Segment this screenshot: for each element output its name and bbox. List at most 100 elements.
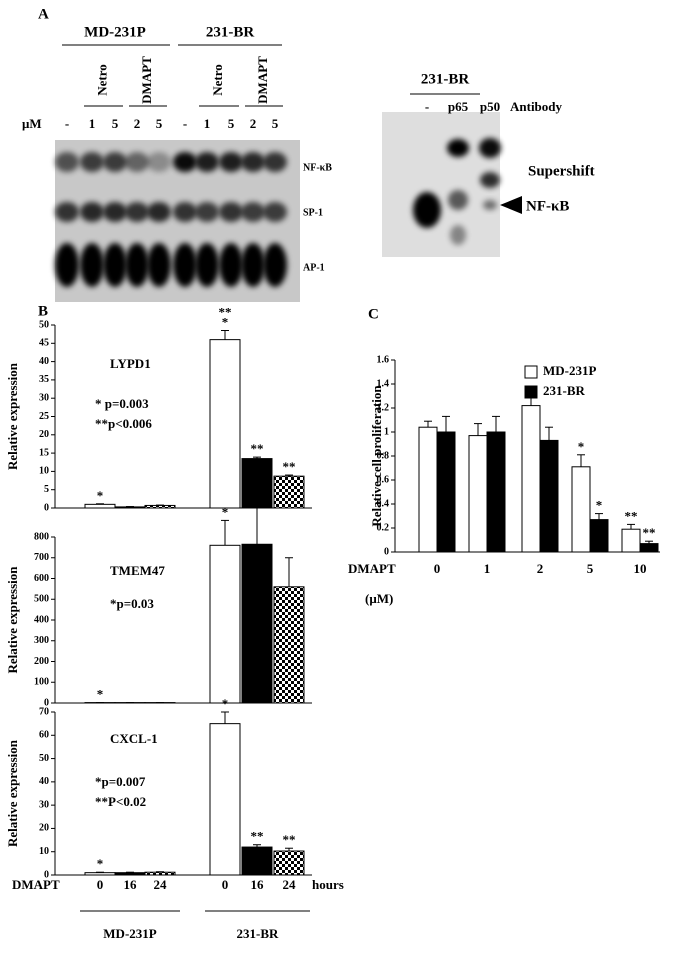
bar [209,544,241,704]
gel-band [447,139,469,157]
treatment-label: Netro [94,64,109,96]
supershift-label: Supershift [528,163,595,179]
band-label: SP-1 [303,207,323,218]
y-tick-label: 1.6 [377,354,390,365]
lane-label: 2 [134,116,141,131]
legend-swatch [524,385,538,399]
y-tick-label: 0 [44,697,49,708]
note: *p=0.007 [95,774,146,789]
chart-title: LYPD1 [110,356,151,371]
significance-label: * [222,696,229,711]
treatment-label: DMAPT [139,56,154,104]
significance-label: ** [283,459,296,474]
y-axis-label: Relative expression [5,362,20,470]
lane-label: - [425,99,429,114]
gel-band [173,202,197,222]
gel-band [479,138,501,158]
bar [144,871,176,876]
lane-label: - [65,116,69,131]
gel-band [483,200,497,210]
gel-band [125,152,149,172]
y-tick-label: 70 [39,706,49,717]
bar [571,466,591,553]
dose-label: μM [22,116,42,131]
y-tick-label: 0 [384,546,389,557]
note: *p=0.03 [110,596,154,611]
gel-band [241,152,265,172]
panel-label: C [368,306,379,322]
band-label: AP-1 [303,262,325,273]
y-tick-label: 30 [39,392,49,403]
gel-band [80,243,104,287]
gel-band [125,202,149,222]
significance-label: * [97,687,104,702]
bar [144,504,176,509]
lane-label: p50 [480,99,500,114]
chart-title: TMEM47 [110,563,165,578]
bar [273,850,305,876]
band-label: NF-κB [526,198,569,214]
y-tick-label: 1.4 [377,378,390,389]
legend-label: 231-BR [543,383,586,398]
x-tick-label: 24 [283,877,297,892]
gel [382,112,500,257]
gel-title: 231-BR [421,71,470,87]
significance-label: ** [219,304,232,319]
y-tick-label: 10 [39,846,49,857]
bar [273,475,305,509]
gel-band [80,202,104,222]
y-tick-label: 15 [39,447,49,458]
y-tick-label: 35 [39,374,49,385]
gel-band [450,225,466,245]
y-tick-label: 20 [39,429,49,440]
y-tick-label: 700 [34,552,49,563]
gel-band [55,243,79,287]
bar [639,543,659,553]
gel-band [263,202,287,222]
gel-band [147,243,171,287]
gel-band [219,152,243,172]
bar [84,872,116,876]
gel-band [195,202,219,222]
x-tick-label: 2 [537,561,544,576]
legend-label: MD-231P [543,363,596,378]
gel-band [147,152,171,172]
significance-label: ** [251,441,264,456]
gel-band [448,190,468,210]
x-tick-label: 0 [97,877,104,892]
gel-band [103,152,127,172]
lane-title: Antibody [510,99,563,114]
gel-band [55,152,79,172]
y-tick-label: 0.4 [377,498,390,509]
bar [273,586,305,704]
treatment-label: Netro [210,64,225,96]
y-tick-label: 60 [39,730,49,741]
bar [521,405,541,553]
y-tick-label: 20 [39,823,49,834]
x-axis-label: DMAPT [12,877,60,892]
gel-band [147,202,171,222]
x-axis-label: DMAPT [348,561,396,576]
significance-label: * [222,314,229,329]
lane-label: 5 [112,116,119,131]
y-axis-label: Relative expression [5,566,20,674]
x-tick-label: 24 [154,877,168,892]
gel-band [103,202,127,222]
gel-band [125,243,149,287]
gel-band [413,192,441,228]
bar [468,435,488,553]
significance-label: * [578,439,585,454]
y-tick-label: 1.2 [377,402,390,413]
gel-band [480,172,500,188]
gel-band [195,152,219,172]
gel-band [263,152,287,172]
note: * p=0.003 [95,396,149,411]
band-label: NF-κB [303,162,332,173]
y-tick-label: 30 [39,799,49,810]
y-tick-label: 800 [34,531,49,542]
y-axis-label: Relative expression [5,739,20,847]
gel-band [55,202,79,222]
x-unit: (μM) [365,591,393,606]
y-tick-label: 10 [39,466,49,477]
treatment-label: DMAPT [255,56,270,104]
